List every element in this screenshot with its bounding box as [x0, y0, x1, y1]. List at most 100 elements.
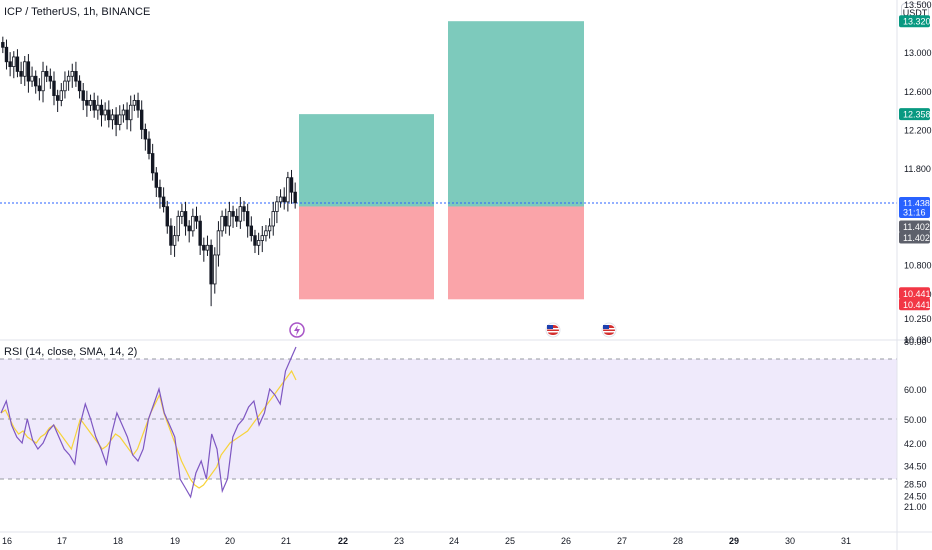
candle-body[interactable] — [278, 196, 283, 203]
price-label[interactable]: 13.320 — [903, 17, 931, 27]
time-tick-label[interactable]: 28 — [673, 536, 683, 546]
us-flag-event-icon[interactable] — [601, 322, 617, 338]
candle-body[interactable] — [245, 211, 250, 227]
candle-body[interactable] — [103, 109, 107, 116]
price-tick-label[interactable]: 12.600 — [904, 87, 932, 97]
rsi-line[interactable] — [0, 346, 297, 499]
time-axis[interactable]: 16 17 18 19 20 21 22 23 24 25 26 27 28 29 30 31 — [0, 531, 932, 546]
candle-body[interactable] — [238, 206, 243, 222]
symbol-title[interactable]: ICP / TetherUS, 1h, BINANCE — [4, 6, 151, 18]
candle-body[interactable] — [26, 61, 31, 82]
time-tick-label[interactable]: 16 — [2, 536, 12, 546]
rsi-tick-label[interactable]: 80.00 — [904, 337, 927, 347]
price-label-bg[interactable] — [899, 15, 930, 28]
candle-body[interactable] — [267, 225, 272, 232]
candle-body[interactable] — [125, 109, 129, 121]
price-label-bg[interactable] — [899, 287, 930, 300]
candle-body[interactable] — [92, 100, 96, 111]
profit-zone[interactable] — [299, 114, 434, 207]
time-tick-label[interactable]: 29 — [729, 536, 739, 546]
candle-body[interactable] — [143, 128, 148, 140]
rsi-indicator-title[interactable]: RSI (14, close, SMA, 14, 2) — [4, 346, 138, 358]
candle-body[interactable] — [264, 230, 268, 237]
candle-body[interactable] — [34, 75, 38, 87]
flash-event-icon[interactable] — [289, 322, 305, 338]
candle-body[interactable] — [8, 61, 12, 68]
candle-body[interactable] — [99, 104, 104, 116]
time-tick-label[interactable]: 24 — [449, 536, 459, 546]
candle-body[interactable] — [77, 80, 82, 92]
candle-body[interactable] — [1, 42, 5, 48]
time-tick-label[interactable]: 31 — [841, 536, 851, 546]
candle-body[interactable] — [194, 215, 199, 222]
candle-body[interactable] — [4, 46, 9, 63]
candle-body[interactable] — [176, 215, 180, 237]
profit-zone[interactable] — [448, 21, 584, 207]
price-label[interactable]: 11.438 — [903, 199, 930, 209]
candle-body[interactable] — [216, 230, 221, 256]
rsi-tick-label[interactable]: 42.00 — [904, 439, 927, 449]
candle-body[interactable] — [271, 211, 275, 227]
price-label[interactable]: 10.441 — [903, 300, 931, 310]
candle-body[interactable] — [55, 95, 60, 101]
time-tick-label[interactable]: 26 — [561, 536, 571, 546]
candle-body[interactable] — [107, 109, 111, 121]
candle-body[interactable] — [66, 75, 71, 82]
loss-zone[interactable] — [299, 206, 434, 300]
candle-body[interactable] — [227, 211, 232, 227]
candle-body[interactable] — [48, 75, 53, 82]
candle-body[interactable] — [121, 109, 126, 116]
price-tick-label[interactable]: 10.250 — [904, 314, 932, 324]
time-tick-label[interactable]: 17 — [57, 536, 67, 546]
candle-body[interactable] — [12, 56, 16, 68]
time-tick-label[interactable]: 21 — [281, 536, 291, 546]
candle-body[interactable] — [172, 235, 177, 246]
price-tick-label[interactable]: 10.800 — [904, 261, 932, 271]
price-label-bg[interactable] — [899, 231, 930, 244]
candle-body[interactable] — [139, 109, 144, 130]
price-label-bg[interactable] — [899, 206, 930, 218]
candle-body[interactable] — [198, 220, 202, 246]
candle-body[interactable] — [260, 235, 264, 241]
price-label[interactable]: 10.441 — [903, 289, 931, 299]
price-pane[interactable] — [0, 21, 897, 307]
candle-body[interactable] — [249, 225, 254, 237]
price-tick-label[interactable]: 11.800 — [904, 164, 931, 174]
rsi-tick-label[interactable]: 21.00 — [904, 502, 927, 512]
time-tick-label[interactable]: 27 — [617, 536, 627, 546]
candle-body[interactable] — [37, 85, 42, 92]
candle-body[interactable] — [165, 206, 169, 227]
candle-body[interactable] — [154, 172, 159, 188]
time-tick-label[interactable]: 23 — [394, 536, 404, 546]
candle-body[interactable] — [23, 61, 27, 77]
candle-body[interactable] — [224, 215, 228, 227]
candle-body[interactable] — [118, 114, 122, 125]
price-label-bg[interactable] — [899, 220, 930, 233]
price-tick-label[interactable]: 13.500 — [904, 0, 932, 10]
candle-body[interactable] — [150, 153, 155, 174]
candle-body[interactable] — [129, 104, 133, 121]
candle-body[interactable] — [286, 177, 290, 203]
candle-body[interactable] — [169, 225, 173, 246]
candle-body[interactable] — [220, 215, 224, 232]
candle-body[interactable] — [114, 114, 118, 125]
candle-body[interactable] — [213, 254, 217, 285]
candle-body[interactable] — [183, 211, 188, 227]
time-tick-label[interactable]: 25 — [505, 536, 515, 546]
candle-body[interactable] — [132, 100, 137, 106]
candle-body[interactable] — [59, 90, 63, 101]
candle-body[interactable] — [289, 177, 294, 193]
price-label[interactable]: 31:16 — [903, 208, 926, 218]
candle-body[interactable] — [191, 215, 195, 232]
candle-body[interactable] — [136, 100, 140, 111]
rsi-tick-label[interactable]: 60.00 — [904, 385, 927, 395]
candle-body[interactable] — [74, 71, 78, 82]
time-tick-label[interactable]: 19 — [170, 536, 180, 546]
candle-body[interactable] — [52, 80, 56, 96]
candle-body[interactable] — [41, 71, 45, 92]
price-tick-label[interactable]: 10.030 — [904, 335, 932, 345]
candle-body[interactable] — [85, 100, 89, 106]
candle-body[interactable] — [110, 114, 115, 121]
